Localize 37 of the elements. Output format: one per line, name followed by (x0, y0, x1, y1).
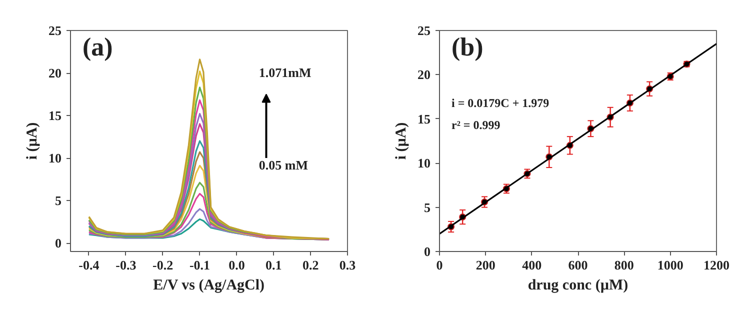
x-tick-label: 0.0 (228, 258, 245, 272)
y-tick-label: 15 (48, 108, 62, 123)
x-tick-label: 800 (614, 258, 634, 272)
x-tick-label: -0.1 (189, 258, 210, 272)
y-axis-title: i (µA) (24, 122, 40, 160)
x-tick-label: 600 (568, 258, 588, 272)
x-axis-title: E/V vs (Ag/AgCl) (153, 278, 265, 294)
x-tick-label: 0.1 (266, 258, 282, 272)
y-tick-label: 25 (418, 23, 431, 38)
x-tick-label: 0 (436, 258, 443, 272)
y-tick-label: 10 (48, 150, 62, 166)
y-tick-label: 0 (55, 236, 62, 250)
y-tick-label: 0 (424, 244, 430, 259)
y-tick-label: 10 (418, 156, 430, 171)
y-tick-label: 20 (48, 66, 62, 80)
y-tick-label: 25 (48, 23, 62, 38)
annotation: i = 0.0179C + 1.979 (452, 96, 550, 110)
x-tick-label: 400 (522, 258, 542, 272)
annotation: 0.05 mM (258, 157, 308, 172)
x-tick-label: 1200 (704, 258, 730, 272)
x-tick-label: 200 (476, 258, 496, 272)
x-tick-label: -0.4 (78, 258, 100, 272)
annotation: 1.071mM (258, 64, 312, 80)
x-tick-label: 0.3 (339, 258, 356, 272)
x-tick-label: 0.2 (302, 258, 319, 272)
x-tick-label: 1000 (657, 258, 684, 272)
y-tick-label: 15 (418, 111, 431, 126)
annotation: r² = 0.999 (452, 118, 500, 132)
annotation: (b) (452, 32, 484, 62)
y-tick-label: 5 (424, 200, 431, 215)
x-tick-label: -0.3 (116, 258, 137, 272)
x-tick-label: -0.2 (152, 258, 174, 272)
y-tick-label: 5 (55, 193, 62, 208)
x-axis-title: drug conc (µM) (528, 278, 628, 294)
y-axis-title: i (µA) (394, 122, 410, 160)
y-tick-label: 20 (418, 67, 430, 82)
annotation: (a) (82, 32, 113, 62)
